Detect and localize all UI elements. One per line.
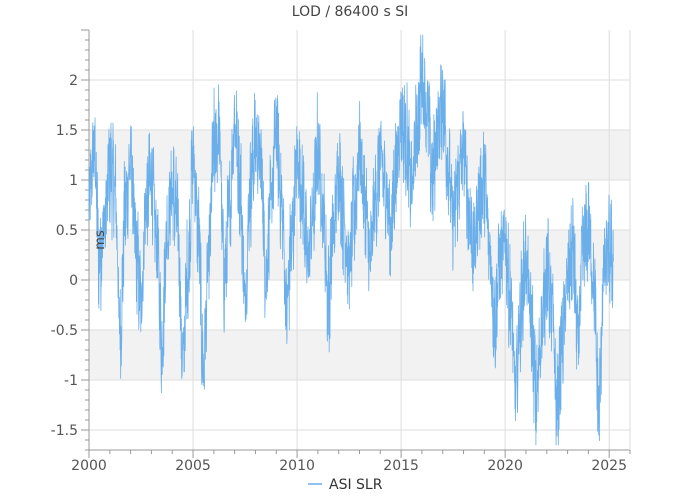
y-tick-label-1: 1 (69, 173, 78, 189)
series-line-asi-slr[interactable] (88, 34, 614, 446)
y-tick-label-0.5: 0.5 (56, 223, 78, 239)
x-tick-label-2020: 2020 (487, 458, 523, 474)
y-tick-label--0.5: -0.5 (51, 323, 78, 339)
x-tick-label-2000: 2000 (71, 458, 107, 474)
y-axis-label: ms (93, 230, 108, 250)
axes (81, 29, 631, 458)
x-tick-label-2010: 2010 (279, 458, 315, 474)
y-tick-label-1.5: 1.5 (56, 123, 78, 139)
y-tick-label-2: 2 (69, 73, 78, 89)
y-tick-label--1: -1 (64, 373, 78, 389)
legend[interactable]: ASI SLR (308, 477, 383, 493)
y-tick-labels: -1.5 -1 -0.5 0 0.5 1 1.5 2 (51, 73, 78, 439)
legend-label-asi-slr: ASI SLR (329, 477, 383, 493)
x-tick-label-2005: 2005 (175, 458, 211, 474)
x-tick-label-2025: 2025 (591, 458, 627, 474)
plot-band-0 (89, 330, 630, 380)
chart-title: LOD / 86400 s SI (292, 4, 408, 20)
series-layer (88, 34, 614, 446)
y-tick-label--1.5: -1.5 (51, 423, 78, 439)
x-tick-labels: 2000 2005 2010 2015 2020 2025 (71, 458, 627, 474)
x-tick-label-2015: 2015 (383, 458, 419, 474)
y-tick-label-0: 0 (69, 273, 78, 289)
